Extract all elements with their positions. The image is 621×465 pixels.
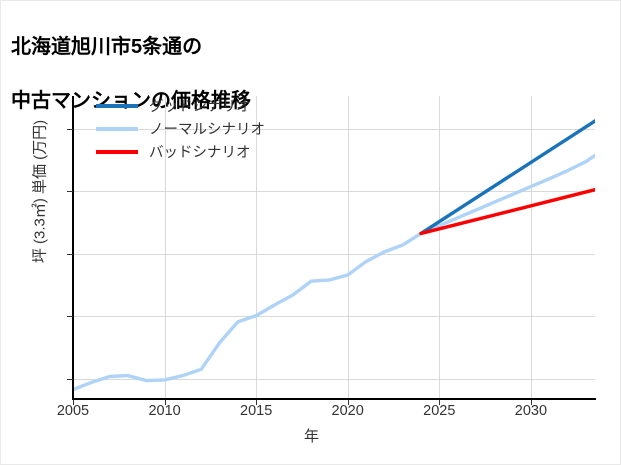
series-グッドシナリオ	[419, 119, 595, 236]
series-バッドシナリオ	[419, 188, 595, 236]
x-tick-mark	[73, 400, 74, 405]
series-ノーマルシナリオ	[73, 153, 595, 392]
x-tick-mark	[530, 400, 532, 405]
chart-title: 北海道旭川市5条通の 中古マンションの価格推移	[11, 7, 251, 142]
y-tick-mark	[67, 378, 73, 380]
y-axis-line	[72, 96, 74, 400]
x-axis-line	[72, 398, 596, 400]
x-tick-label: 2025	[423, 403, 456, 419]
y-tick-mark	[67, 253, 73, 255]
y-tick-mark	[67, 191, 73, 193]
x-tick-label: 2010	[148, 403, 181, 419]
legend-label-good: グッドシナリオ	[149, 99, 251, 115]
legend-swatch-normal	[96, 126, 138, 131]
legend-item-bad[interactable]: バッドシナリオ	[96, 140, 265, 163]
x-tick-mark	[256, 400, 258, 405]
x-axis-label: 年	[303, 428, 319, 445]
y-axis-label: 坪 (3.3㎡) 単価 (万円)	[31, 119, 49, 264]
y-tick-mark	[67, 128, 73, 130]
legend-label-bad: バッドシナリオ	[149, 145, 251, 161]
legend-item-good[interactable]: グッドシナリオ	[96, 94, 265, 117]
x-tick-label: 2015	[240, 403, 273, 419]
legend-label-normal: ノーマルシナリオ	[149, 122, 265, 138]
x-tick-label: 2020	[331, 403, 364, 419]
x-tick-mark	[347, 400, 349, 405]
chart-title-line1: 北海道旭川市5条通の	[11, 36, 203, 58]
x-tick-mark	[439, 400, 441, 405]
legend-item-normal[interactable]: ノーマルシナリオ	[96, 117, 265, 140]
x-tick-label: 2030	[514, 403, 548, 419]
x-tick-label: 2005	[56, 403, 90, 419]
plot-area	[73, 96, 595, 399]
x-tick-mark	[164, 400, 166, 405]
chart-title-line2: 中古マンションの価格推移	[11, 90, 251, 112]
legend-swatch-good	[96, 103, 138, 108]
y-tick-mark	[67, 316, 73, 318]
legend-swatch-bad	[96, 149, 138, 154]
grid-layer	[73, 96, 595, 399]
series-layer	[73, 119, 595, 392]
legend: グッドシナリオ ノーマルシナリオ バッドシナリオ	[96, 94, 265, 163]
